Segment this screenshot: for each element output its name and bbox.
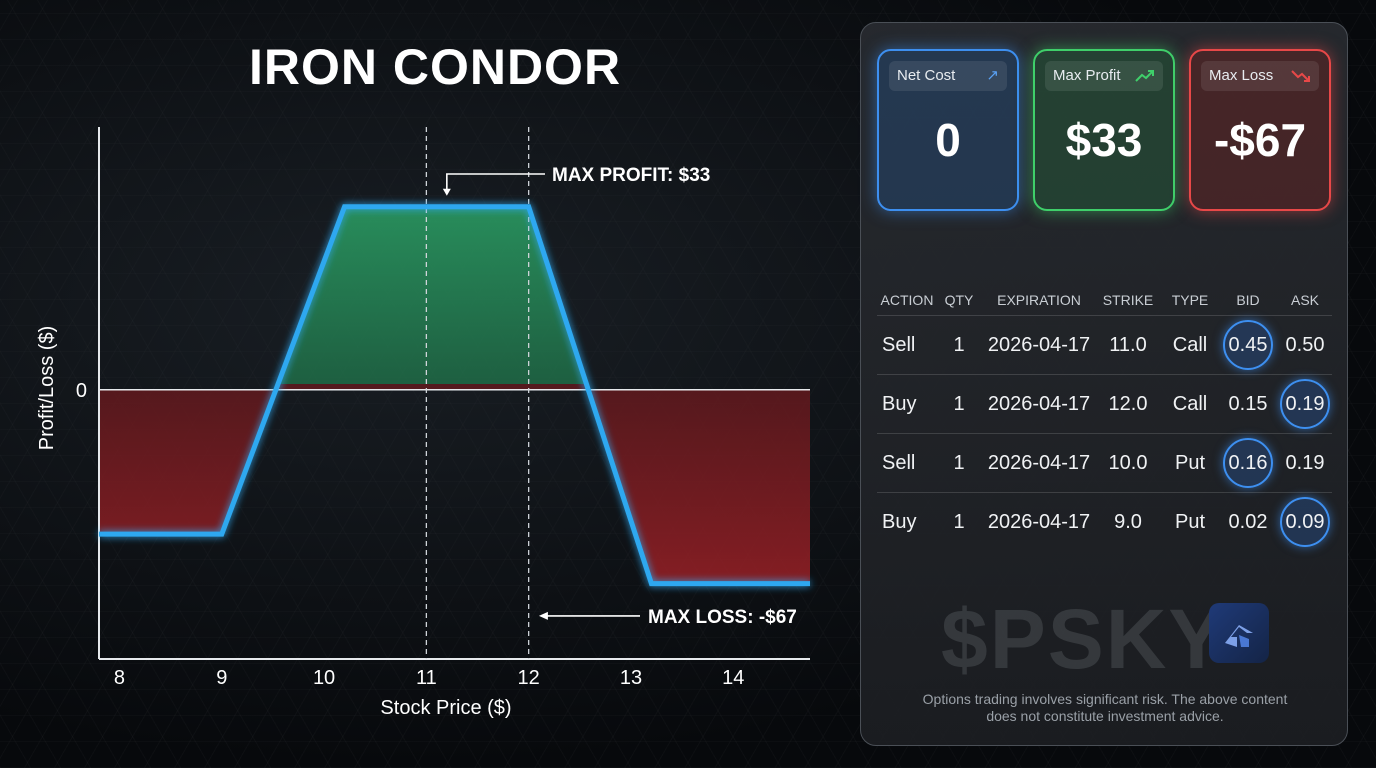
- x-tick-label: 9: [216, 667, 227, 689]
- cell-qty: 1: [953, 392, 965, 415]
- cell-expiration: 2026-04-17: [987, 451, 1091, 474]
- cell-action: Buy: [882, 510, 917, 533]
- net-cost-label: Net Cost ↗: [889, 61, 1007, 91]
- payoff-line: [99, 204, 810, 587]
- cell-bid: 0.45: [1223, 316, 1273, 374]
- profit-area: [278, 206, 587, 384]
- max-profit-leader: [446, 173, 545, 193]
- cell-ask: 0.19: [1285, 451, 1325, 474]
- cell-type: Put: [1174, 510, 1206, 533]
- bid-highlight: 0.16: [1223, 438, 1273, 488]
- loss-area: [99, 384, 810, 584]
- ask-highlight: 0.19: [1280, 379, 1330, 429]
- x-tick-label: 13: [620, 667, 642, 689]
- disclaimer-line-2: does not constitute investment advice.: [986, 708, 1224, 724]
- cell-bid: 0.15: [1228, 392, 1268, 415]
- trending-up-icon: [1135, 61, 1155, 94]
- max-loss-label: Max Loss: [1201, 61, 1319, 91]
- x-tick-label: 8: [114, 667, 125, 689]
- header-type: TYPE: [1171, 292, 1209, 308]
- header-qty: QTY: [944, 292, 974, 308]
- max-loss-card: Max Loss -$67: [1189, 49, 1331, 211]
- table-row: Sell 1 2026-04-17 11.0 Call 0.45 0.50: [877, 315, 1332, 374]
- disclaimer: Options trading involves significant ris…: [901, 691, 1309, 725]
- brand-watermark: $PSKY: [941, 592, 1227, 686]
- cell-type: Call: [1172, 392, 1208, 415]
- x-tick-label: 10: [313, 667, 335, 689]
- y-axis-label: Profit/Loss ($): [36, 326, 58, 450]
- header-ask: ASK: [1290, 292, 1319, 308]
- page-title: IRON CONDOR: [248, 39, 622, 95]
- cell-type: Put: [1174, 451, 1206, 474]
- max-loss-value: -$67: [1213, 114, 1307, 166]
- max-profit-value: $33: [1065, 114, 1143, 166]
- payoff-chart: 8 9 10 11 12 13 14 0 MAX PROFIT: $33 MAX LOSS: …: [36, 127, 810, 719]
- table-row: Buy 1 2026-04-17 12.0 Call 0.15 0.19: [877, 374, 1332, 433]
- trending-down-icon: [1291, 61, 1311, 94]
- header-expiration: EXPIRATION: [997, 292, 1081, 308]
- cell-expiration: 2026-04-17: [987, 392, 1091, 415]
- x-tick-label: 14: [722, 667, 744, 689]
- strategy-panel: Net Cost ↗ 0 Max Profit $33 Max Loss -$6…: [860, 22, 1348, 746]
- cell-action: Sell: [882, 451, 916, 474]
- cell-ask: 0.50: [1285, 333, 1325, 356]
- cell-expiration: 2026-04-17: [987, 510, 1091, 533]
- max-profit-card: Max Profit $33: [1033, 49, 1175, 211]
- brand-logo-icon: [1209, 603, 1269, 663]
- cell-ask: 0.09: [1279, 493, 1331, 551]
- cell-strike: 11.0: [1109, 333, 1147, 356]
- cell-qty: 1: [953, 451, 965, 474]
- max-loss-arrowhead: [538, 611, 548, 620]
- header-strike: STRIKE: [1102, 292, 1154, 308]
- ask-highlight: 0.09: [1280, 497, 1330, 547]
- cell-strike: 9.0: [1114, 510, 1142, 533]
- cell-strike: 12.0: [1108, 392, 1148, 415]
- bid-highlight: 0.45: [1223, 320, 1273, 370]
- max-profit-label: Max Profit: [1045, 61, 1163, 91]
- disclaimer-line-1: Options trading involves significant ris…: [922, 691, 1288, 707]
- table-header: ACTION QTY EXPIRATION STRIKE TYPE BID AS…: [877, 285, 1332, 315]
- cell-bid: 0.02: [1228, 510, 1268, 533]
- table-row: Buy 1 2026-04-17 9.0 Put 0.02 0.09: [877, 492, 1332, 551]
- cell-qty: 1: [953, 333, 965, 356]
- max-loss-annotation: MAX LOSS: -$67: [648, 607, 797, 628]
- x-tick-label: 11: [416, 667, 437, 689]
- x-tick-label: 12: [518, 667, 540, 689]
- cell-action: Sell: [882, 333, 916, 356]
- cell-strike: 10.0: [1108, 451, 1148, 474]
- cell-expiration: 2026-04-17: [987, 333, 1091, 356]
- y-tick-label: 0: [76, 380, 87, 402]
- cell-bid: 0.16: [1223, 434, 1273, 492]
- max-profit-arrowhead: [442, 188, 451, 196]
- header-action: ACTION: [880, 292, 934, 308]
- header-bid: BID: [1236, 292, 1260, 308]
- max-profit-annotation: MAX PROFIT: $33: [552, 165, 710, 186]
- cell-type: Call: [1172, 333, 1208, 356]
- arrow-up-right-icon: ↗: [986, 67, 999, 84]
- x-axis-label: Stock Price ($): [380, 697, 511, 719]
- table-row: Sell 1 2026-04-17 10.0 Put 0.16 0.19: [877, 433, 1332, 492]
- legs-table: ACTION QTY EXPIRATION STRIKE TYPE BID AS…: [877, 285, 1332, 551]
- cell-ask: 0.19: [1279, 375, 1331, 433]
- net-cost-card: Net Cost ↗ 0: [877, 49, 1019, 211]
- net-cost-value: 0: [935, 114, 961, 166]
- cell-action: Buy: [882, 392, 917, 415]
- cell-qty: 1: [953, 510, 965, 533]
